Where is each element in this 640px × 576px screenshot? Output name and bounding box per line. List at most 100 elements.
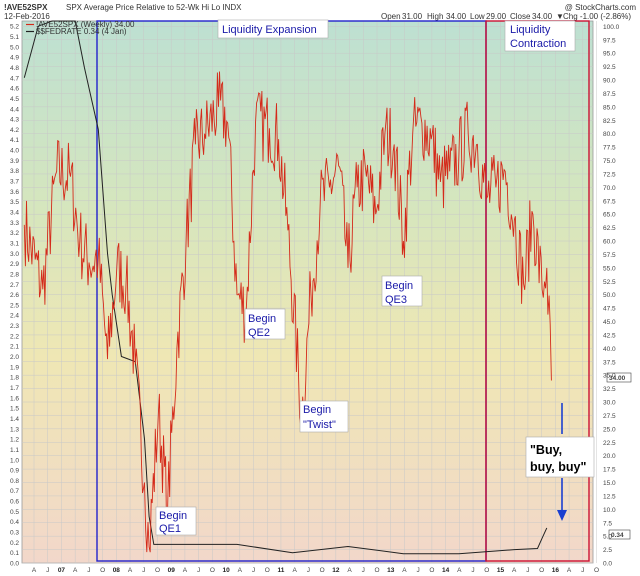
y-right-tick-label: 65.0 (603, 212, 616, 219)
y-left-tick-label: 3.5 (10, 199, 19, 206)
annotation-qe3-line2: QE3 (385, 294, 407, 306)
x-tick-label: A (402, 567, 407, 574)
x-tick-label: A (238, 567, 243, 574)
legend-item-fedrate: $$FEDRATE 0.34 (4 Jan) (36, 27, 127, 36)
right-value-badge: 34.00 (606, 372, 632, 383)
x-tick-label: 10 (222, 567, 230, 574)
y-right-tick-label: 25.0 (603, 426, 616, 433)
y-left-tick-label: 2.1 (10, 344, 19, 351)
x-tick-label: J (417, 567, 420, 574)
y-left-tick-label: 2.6 (10, 292, 19, 299)
y-right-tick-label: 42.5 (603, 332, 616, 339)
y-left-tick-label: 2.8 (10, 271, 19, 278)
plot-background (21, 20, 594, 564)
y-right-tick-label: 62.5 (603, 225, 616, 232)
y-right-tick-label: 17.5 (603, 467, 616, 474)
x-tick-label: 11 (278, 567, 285, 574)
y-left-tick-label: 3.7 (10, 179, 19, 186)
y-right-tick-label: 5.0 (603, 534, 612, 541)
change-value: Chg -1.00 (-2.86%) (563, 12, 631, 21)
y-right-tick-label: 20.0 (603, 453, 616, 460)
annotation-expansion: Liquidity Expansion (217, 19, 329, 39)
x-tick-label: A (32, 567, 37, 574)
series-layer (23, 20, 552, 555)
x-tick-label: O (429, 567, 434, 574)
x-tick-label: O (594, 567, 599, 574)
x-tick-label: J (46, 567, 49, 574)
annotation-twist: Begin "Twist" (299, 400, 349, 433)
annotation-contraction-line2: Contraction (510, 38, 566, 50)
x-tick-label: A (567, 567, 572, 574)
low-label: Low (470, 12, 485, 21)
x-tick-label: 08 (113, 567, 121, 574)
y-left-tick-label: 0.9 (10, 468, 19, 475)
y-left-tick-label: 0.4 (10, 519, 19, 526)
y-left-tick-label: 3.3 (10, 220, 19, 227)
axis-right: 0.0 2.5 5.0 7.5 10.0 12.5 15.0 17.5 20.0 22.5 25.0… (603, 24, 620, 568)
annotation-qe1-line1: Begin (159, 510, 187, 522)
annotation-buy: "Buy, buy, buy" (525, 436, 595, 478)
x-tick-label: J (526, 567, 529, 574)
y-left-tick-label: 2.5 (10, 302, 19, 309)
y-left-tick-label: 4.5 (10, 96, 19, 103)
y-right-tick-label: 37.5 (603, 359, 616, 366)
y-left-tick-label: 1.2 (10, 437, 19, 444)
x-tick-label: 13 (387, 567, 395, 574)
x-tick-label: J (307, 567, 310, 574)
y-right-tick-label: 50.0 (603, 292, 616, 299)
x-tick-label: A (347, 567, 352, 574)
y-right-tick-label: 15.0 (603, 480, 616, 487)
high-label: High (427, 12, 443, 21)
y-right-tick-label: 85.0 (603, 104, 616, 111)
y-right-tick-label: 47.5 (603, 306, 616, 313)
y-left-tick-label: 3.1 (10, 240, 19, 247)
low-value: 29.00 (486, 12, 507, 21)
y-right-tick-label: 60.0 (603, 239, 616, 246)
x-tick-label: 16 (552, 567, 560, 574)
y-left-tick-label: 0.0 (10, 561, 19, 568)
y-left-tick-label: 0.2 (10, 540, 19, 547)
axis-left: 0.0 0.1 0.2 0.3 0.4 0.5 0.6 0.7 0.8 0.9 1.0 1.1 1.2 1… (10, 24, 19, 568)
y-left-tick-label: 4.0 (10, 148, 19, 155)
date-label: 12-Feb-2016 (4, 12, 50, 21)
y-left-tick-label: 5.0 (10, 44, 19, 51)
x-tick-label: O (484, 567, 489, 574)
x-tick-label: O (265, 567, 270, 574)
symbol-label: !AVE52SPX (4, 3, 48, 12)
annotation-contraction: Liquidity Contraction (504, 20, 576, 52)
y-right-tick-label: 45.0 (603, 319, 616, 326)
y-left-tick-label: 4.9 (10, 55, 19, 62)
y-left-tick-label: 2.3 (10, 323, 19, 330)
x-tick-label: J (581, 567, 584, 574)
y-left-tick-label: 0.1 (10, 550, 19, 557)
y-right-tick-label: 52.5 (603, 279, 616, 286)
y-left-tick-label: 3.0 (10, 251, 19, 258)
x-tick-label: O (155, 567, 160, 574)
annotation-qe1: Begin QE1 (155, 506, 197, 536)
x-tick-label: 14 (442, 567, 450, 574)
y-left-tick-label: 5.2 (10, 24, 19, 31)
y-left-tick-label: 1.8 (10, 375, 19, 382)
y-left-tick-label: 0.3 (10, 530, 19, 537)
y-left-tick-label: 4.4 (10, 106, 19, 113)
y-right-tick-label: 100.0 (603, 24, 620, 31)
close-value: 34.00 (532, 12, 553, 21)
x-tick-label: 07 (58, 567, 66, 574)
y-left-tick-label: 3.9 (10, 158, 19, 165)
y-left-tick-label: 2.7 (10, 282, 19, 289)
x-tick-label: A (128, 567, 133, 574)
y-left-tick-label: 3.8 (10, 168, 19, 175)
y-left-tick-label: 0.7 (10, 488, 19, 495)
y-left-tick-label: 2.2 (10, 333, 19, 340)
y-right-tick-label: 70.0 (603, 185, 616, 192)
y-left-tick-label: 2.4 (10, 313, 19, 320)
y-right-tick-label: 57.5 (603, 252, 616, 259)
annotation-contraction-line1: Liquidity (510, 24, 551, 36)
y-left-tick-label: 1.6 (10, 395, 19, 402)
y-left-tick-label: 1.3 (10, 426, 19, 433)
arrow-icon (557, 403, 567, 521)
left-value-badge: 0.34 (608, 529, 631, 540)
y-left-tick-label: 4.7 (10, 75, 19, 82)
y-right-tick-label: 7.5 (603, 520, 612, 527)
x-tick-label: A (183, 567, 188, 574)
